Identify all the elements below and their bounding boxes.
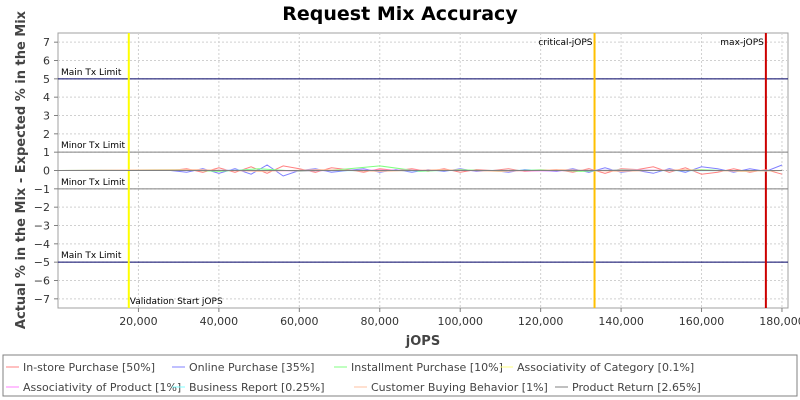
x-tick-label: 40,000: [200, 315, 239, 328]
legend-box: [2, 354, 798, 397]
y-tick-label: −3: [34, 220, 50, 233]
legend-label: In-store Purchase [50%]: [23, 361, 155, 374]
y-tick-label: 4: [43, 91, 50, 104]
legend-label: Associativity of Category [0.1%]: [517, 361, 694, 374]
legend-label: Associativity of Product [1%]: [23, 381, 181, 394]
legend-label: Installment Purchase [10%]: [351, 361, 503, 374]
marker-line-label: critical-jOPS: [538, 38, 592, 48]
y-axis-ticks: −7 −6 −5 −4 −3 −2 −1 0 1 2 3 4 5 6 7: [34, 36, 58, 306]
x-axis-title: jOPS: [405, 334, 440, 349]
x-tick-label: 100,000: [437, 315, 483, 328]
x-tick-label: 140,000: [598, 315, 644, 328]
marker-line-label: max-jOPS: [720, 38, 764, 48]
x-tick-label: 160,000: [679, 315, 725, 328]
limit-line-label: Minor Tx Limit: [61, 178, 126, 188]
y-tick-label: 0: [43, 165, 50, 178]
y-tick-label: −5: [34, 256, 50, 269]
y-tick-label: −1: [34, 183, 50, 196]
y-tick-label: 5: [43, 73, 50, 86]
y-tick-label: 1: [43, 146, 50, 159]
x-tick-label: 120,000: [518, 315, 564, 328]
x-tick-label: 20,000: [119, 315, 158, 328]
y-tick-label: 3: [43, 110, 50, 123]
y-axis-title: Actual % in the Mix - Expected % in the …: [14, 10, 29, 329]
limit-line-label: Main Tx Limit: [61, 68, 122, 78]
legend: In-store Purchase [50%] Online Purchase […: [6, 361, 701, 394]
legend-label: Product Return [2.65%]: [572, 381, 701, 394]
x-tick-label: 80,000: [361, 315, 400, 328]
y-tick-label: 2: [43, 128, 50, 141]
y-tick-label: −7: [34, 293, 50, 306]
limit-lines: [58, 78, 788, 263]
legend-label: Online Purchase [35%]: [189, 361, 314, 374]
chart-title: Request Mix Accuracy: [282, 3, 518, 25]
series-lines: [57, 164, 783, 177]
y-tick-label: −2: [34, 201, 50, 214]
y-tick-label: 7: [43, 36, 50, 49]
x-tick-label: 60,000: [280, 315, 319, 328]
limit-line-label: Minor Tx Limit: [61, 141, 126, 151]
x-axis-ticks: 20,000 40,000 60,000 80,000 100,000 120,000 14…: [119, 308, 800, 328]
y-tick-label: −4: [34, 238, 50, 251]
limit-line-label: Main Tx Limit: [61, 251, 122, 261]
line-annotations: Main Tx Limit Minor Tx Limit Minor Tx Limi…: [61, 38, 764, 307]
y-tick-label: −6: [34, 275, 50, 288]
legend-label: Customer Buying Behavior [1%]: [371, 381, 548, 394]
marker-line-label: Validation Start jOPS: [130, 297, 223, 307]
y-tick-label: 6: [43, 55, 50, 68]
legend-label: Business Report [0.25%]: [189, 381, 325, 394]
x-tick-label: 180,000: [759, 315, 800, 328]
